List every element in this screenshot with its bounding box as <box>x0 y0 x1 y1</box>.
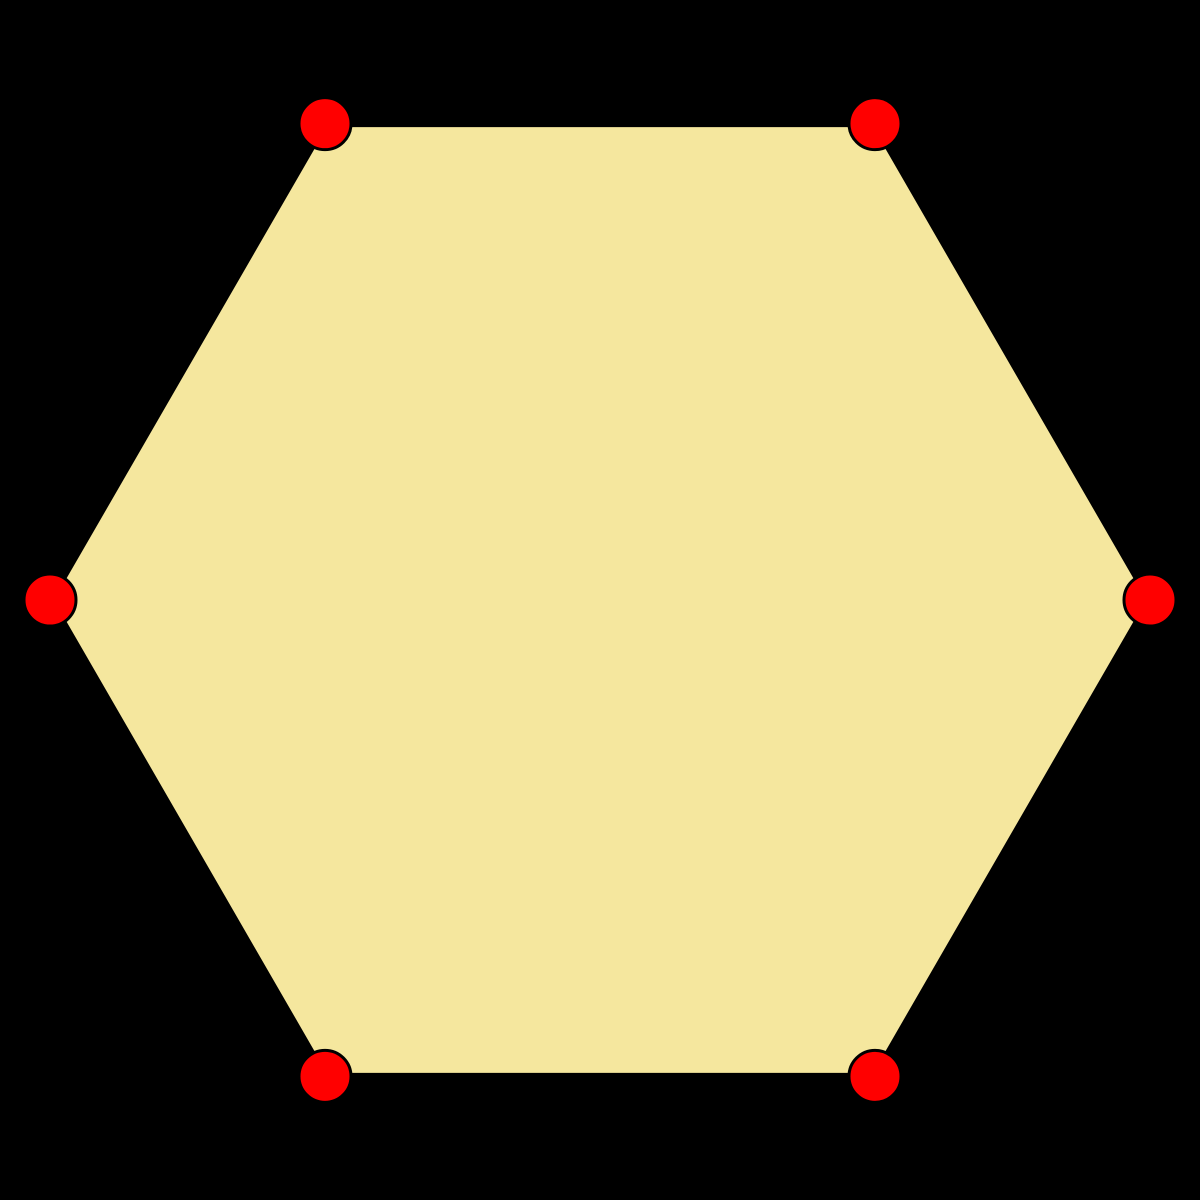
vertex-dot-5 <box>849 98 901 150</box>
vertex-dot-2 <box>299 1050 351 1102</box>
hexagon-diagram <box>0 0 1200 1200</box>
vertex-dot-1 <box>849 1050 901 1102</box>
vertex-dot-4 <box>299 98 351 150</box>
vertex-dot-3 <box>24 574 76 626</box>
vertex-dot-0 <box>1124 574 1176 626</box>
